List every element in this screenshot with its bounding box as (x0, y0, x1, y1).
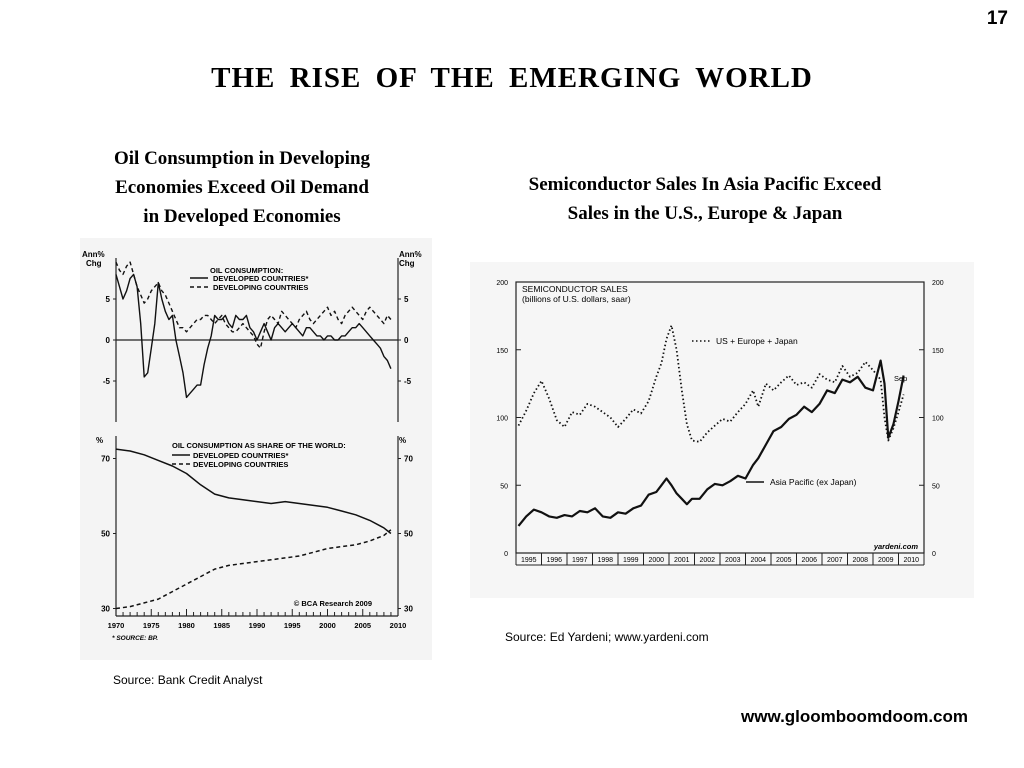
bottom-chart-title: OIL CONSUMPTION AS SHARE OF THE WORLD: (172, 441, 346, 450)
x-tick-label: 2004 (750, 557, 766, 564)
us-europe-japan-line (517, 324, 905, 443)
x-tick-label: 1995 (521, 557, 537, 564)
x-tick-label: 2010 (903, 557, 919, 564)
page-title: THE RISE OF THE EMERGING WORLD (211, 62, 813, 94)
y-tick-left: 100 (496, 416, 508, 423)
y-tick-right: 50 (932, 483, 940, 490)
y-tick-right: 150 (932, 348, 944, 355)
chart-title: SEMICONDUCTOR SALES (522, 284, 628, 294)
semiconductor-sales-chart: 0 0 50 50 100 100 150 150 200 200 1995 1996 1997 1998… (496, 280, 944, 566)
developing-growth-line (115, 261, 392, 349)
left-heading-line-3: in Developed Economies (143, 206, 341, 227)
left-chart-heading: Oil Consumption in Developing Economies … (72, 144, 412, 231)
bottom-legend-developing: DEVELOPING COUNTRIES (193, 460, 288, 469)
top-ytick-left: -5 (103, 377, 111, 386)
top-ytick-left: 0 (106, 336, 111, 345)
bottom-ylabel-left: % (96, 436, 103, 445)
bottom-legend-developed: DEVELOPED COUNTRIES* (193, 451, 289, 460)
legend-us-europe-japan: US + Europe + Japan (716, 336, 798, 346)
top-ylabel-left-2: Chg (86, 259, 102, 268)
page-number: 17 (986, 8, 1008, 29)
copyright-note: © BCA Research 2009 (294, 599, 372, 608)
bottom-ytick-left: 30 (101, 605, 110, 614)
top-ytick-right: -5 (404, 377, 412, 386)
x-tick-label: 2005 (776, 557, 792, 564)
yardeni-watermark: yardeni.com (873, 542, 919, 551)
y-tick-right: 0 (932, 551, 936, 558)
top-legend-developing: DEVELOPING COUNTRIES (213, 283, 308, 292)
oil-chart-panel: Ann% Chg Ann% Chg 5 5 0 0 -5 -5 OIL CONSUMPTION: DE… (80, 238, 432, 660)
x-tick-label: 2010 (390, 621, 407, 630)
y-tick-right: 200 (932, 280, 944, 287)
bottom-ytick-right: 70 (404, 455, 413, 464)
x-tick-label: 1970 (108, 621, 125, 630)
x-tick-label: 1990 (249, 621, 266, 630)
x-tick-label: 1998 (597, 557, 613, 564)
bottom-ytick-right: 30 (404, 605, 413, 614)
x-tick-label: 1996 (546, 557, 562, 564)
x-tick-label: 2000 (319, 621, 336, 630)
chart-subtitle: (billions of U.S. dollars, saar) (522, 294, 631, 304)
x-tick-label: 1985 (213, 621, 230, 630)
developed-share-line (115, 448, 392, 535)
left-source-note: Source: Bank Credit Analyst (113, 673, 263, 687)
right-chart-heading: Semiconductor Sales In Asia Pacific Exce… (470, 170, 940, 228)
x-tick-label: 2007 (827, 557, 843, 564)
x-tick-label: 2008 (852, 557, 868, 564)
top-ylabel-left: Ann% (82, 250, 105, 259)
y-tick-left: 200 (496, 280, 508, 287)
top-ytick-right: 5 (404, 295, 409, 304)
footnote-source: * SOURCE: BP. (112, 635, 158, 642)
x-tick-label: 1997 (572, 557, 588, 564)
bottom-ytick-left: 70 (101, 455, 110, 464)
right-source-note: Source: Ed Yardeni; www.yardeni.com (505, 630, 709, 644)
x-tick-label: 2002 (699, 557, 715, 564)
x-tick-label: 2003 (725, 557, 741, 564)
top-ytick-right: 0 (404, 336, 409, 345)
y-tick-left: 0 (504, 551, 508, 558)
x-tick-label: 2001 (674, 557, 690, 564)
y-tick-right: 100 (932, 416, 944, 423)
sep-label: Sep (894, 374, 907, 383)
asia-pacific-line (517, 359, 905, 527)
bottom-ytick-right: 50 (404, 530, 413, 539)
x-tick-label: 1995 (284, 621, 301, 630)
x-tick-label: 2005 (354, 621, 371, 630)
right-heading-line-1: Semiconductor Sales In Asia Pacific Exce… (528, 174, 882, 195)
y-tick-left: 150 (496, 348, 508, 355)
legend-asia-pacific: Asia Pacific (ex Japan) (770, 477, 857, 487)
x-tick-label: 1975 (143, 621, 160, 630)
top-legend-developed: DEVELOPED COUNTRIES* (213, 274, 309, 283)
left-heading-line-1: Oil Consumption in Developing (113, 148, 371, 169)
x-tick-label: 1980 (178, 621, 195, 630)
developed-growth-line (115, 273, 392, 399)
y-tick-left: 50 (500, 483, 508, 490)
top-ylabel-right-2: Chg (399, 259, 415, 268)
website-url[interactable]: www.gloomboomdoom.com (741, 707, 968, 726)
top-chart-title: OIL CONSUMPTION: (210, 266, 283, 275)
left-heading-line-2: Economies Exceed Oil Demand (115, 177, 369, 198)
bottom-ylabel-right: % (399, 436, 406, 445)
developing-share-line (115, 529, 392, 610)
bottom-ytick-left: 50 (101, 530, 110, 539)
x-tick-label: 1999 (623, 557, 639, 564)
top-ytick-left: 5 (106, 295, 111, 304)
right-heading-line-2: Sales in the U.S., Europe & Japan (567, 203, 843, 224)
x-tick-label: 2006 (801, 557, 817, 564)
top-ylabel-right: Ann% (399, 250, 422, 259)
semiconductor-chart-panel: 0 0 50 50 100 100 150 150 200 200 1995 1996 1997 1998… (470, 262, 974, 598)
x-tick-label: 2009 (878, 557, 894, 564)
x-tick-label: 2000 (648, 557, 664, 564)
